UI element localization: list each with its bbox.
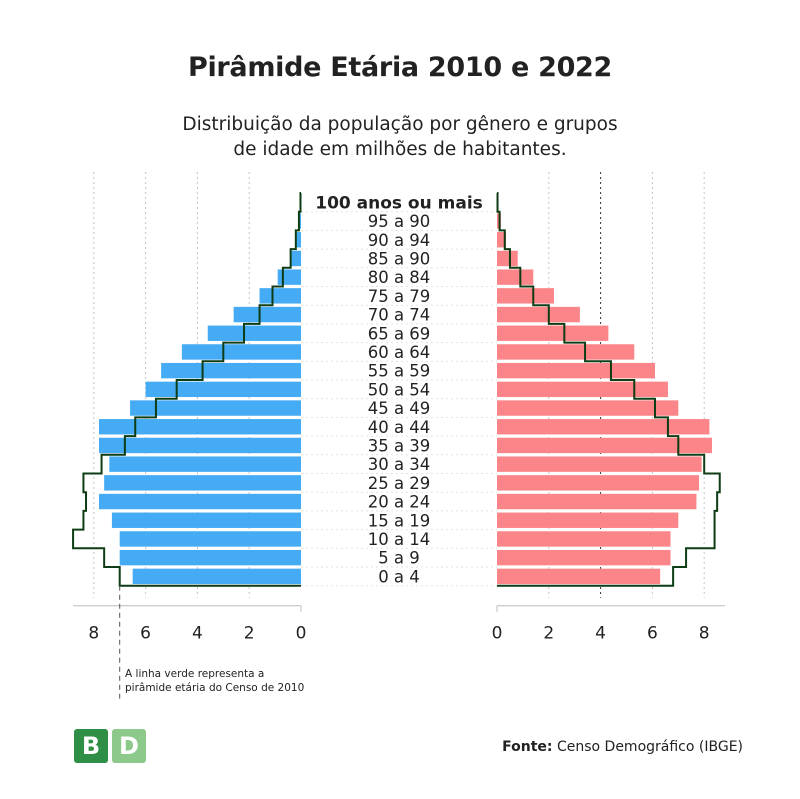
age-label: 30 a 34 bbox=[368, 455, 431, 474]
age-label: 45 a 49 bbox=[368, 399, 431, 418]
source-label: Fonte: bbox=[502, 739, 553, 755]
age-label: 60 a 64 bbox=[368, 343, 431, 362]
tick-label-right: 6 bbox=[647, 624, 658, 644]
age-label: 50 a 54 bbox=[368, 380, 431, 399]
bar-left-40 a 44 bbox=[98, 419, 301, 435]
age-label: 100 anos ou mais bbox=[315, 193, 483, 213]
bar-right-25 a 29 bbox=[497, 475, 700, 491]
bar-right-75 a 79 bbox=[497, 288, 554, 304]
age-label: 25 a 29 bbox=[368, 474, 431, 493]
bar-left-50 a 54 bbox=[145, 381, 301, 398]
bar-left-90 a 94 bbox=[295, 232, 301, 248]
tick-label-right: 4 bbox=[595, 624, 606, 644]
bar-right-55 a 59 bbox=[497, 362, 655, 379]
age-label: 15 a 19 bbox=[368, 511, 431, 530]
logo-letter-b: B bbox=[74, 729, 108, 763]
tick-label-left: 6 bbox=[140, 624, 151, 644]
age-label: 10 a 14 bbox=[368, 530, 431, 549]
tick-label-right: 8 bbox=[699, 624, 710, 644]
bar-right-50 a 54 bbox=[497, 381, 668, 398]
age-label: 90 a 94 bbox=[368, 231, 431, 250]
bar-left-85 a 90 bbox=[290, 250, 301, 267]
age-label: 75 a 79 bbox=[368, 287, 431, 306]
subtitle-line-2: de idade em milhões de habitantes. bbox=[233, 139, 567, 160]
note-line-2: pirâmide etária do Censo de 2010 bbox=[125, 682, 305, 694]
chart-title: Pirâmide Etária 2010 e 2022 bbox=[187, 52, 613, 83]
bar-right-10 a 14 bbox=[497, 531, 671, 547]
bar-right-40 a 44 bbox=[497, 419, 710, 435]
bar-left-20 a 24 bbox=[98, 493, 301, 510]
bar-left-35 a 39 bbox=[98, 437, 301, 454]
bd-logo: B D bbox=[74, 729, 146, 763]
age-label: 35 a 39 bbox=[368, 436, 431, 455]
bar-right-20 a 24 bbox=[497, 493, 697, 510]
age-label: 20 a 24 bbox=[368, 493, 431, 512]
bar-right-30 a 34 bbox=[497, 456, 702, 472]
age-label: 70 a 74 bbox=[368, 306, 431, 325]
bar-left-15 a 19 bbox=[111, 512, 302, 528]
tick-label-left: 4 bbox=[192, 624, 203, 644]
bar-right-60 a 64 bbox=[497, 344, 635, 360]
age-label: 65 a 69 bbox=[368, 324, 431, 343]
age-label: 80 a 84 bbox=[368, 268, 431, 287]
bar-left-65 a 69 bbox=[207, 325, 301, 341]
age-label: 40 a 44 bbox=[368, 418, 431, 437]
source-text: Censo Demográfico (IBGE) bbox=[556, 739, 743, 755]
subtitle-line-1: Distribuição da população por gênero e g… bbox=[182, 114, 618, 135]
bar-left-25 a 29 bbox=[104, 475, 301, 491]
bar-left-10 a 14 bbox=[119, 531, 301, 547]
bar-left-55 a 59 bbox=[161, 362, 301, 379]
bar-left-75 a 79 bbox=[259, 288, 301, 304]
age-label: 85 a 90 bbox=[368, 249, 431, 268]
bar-right-90 a 94 bbox=[497, 232, 507, 248]
bar-right-65 a 69 bbox=[497, 325, 609, 341]
bar-left-70 a 74 bbox=[233, 306, 301, 323]
bar-right-45 a 49 bbox=[497, 400, 679, 416]
tick-label-right: 0 bbox=[492, 624, 503, 644]
tick-label-left: 0 bbox=[296, 624, 307, 644]
outline-note: A linha verde representa a pirâmide etár… bbox=[125, 667, 325, 695]
bar-right-70 a 74 bbox=[497, 306, 580, 323]
chart-subtitle: Distribuição da população por gênero e g… bbox=[0, 112, 800, 162]
bar-right-35 a 39 bbox=[497, 437, 712, 454]
age-label: 0 a 4 bbox=[378, 567, 420, 586]
age-label: 55 a 59 bbox=[368, 362, 431, 381]
outline-2010-right bbox=[496, 192, 721, 587]
bar-right-15 a 19 bbox=[497, 512, 679, 528]
bar-left-45 a 49 bbox=[130, 400, 301, 416]
tick-label-right: 2 bbox=[543, 624, 554, 644]
age-label: 5 a 9 bbox=[378, 549, 420, 568]
bar-right-0 a 4 bbox=[497, 568, 661, 585]
bar-left-0 a 4 bbox=[132, 568, 301, 585]
bar-left-5 a 9 bbox=[119, 549, 301, 566]
bar-right-80 a 84 bbox=[497, 269, 534, 285]
outline-2010-left bbox=[72, 192, 302, 587]
bar-right-5 a 9 bbox=[497, 549, 671, 566]
tick-label-left: 2 bbox=[244, 624, 255, 644]
bar-left-80 a 84 bbox=[277, 269, 301, 285]
logo-letter-d: D bbox=[112, 729, 146, 763]
bar-left-30 a 34 bbox=[109, 456, 301, 472]
note-line-1: A linha verde representa a bbox=[125, 668, 265, 680]
age-label: 95 a 90 bbox=[368, 212, 431, 231]
bar-left-60 a 64 bbox=[181, 344, 301, 360]
source-credit: Fonte: Censo Demográfico (IBGE) bbox=[502, 739, 743, 755]
tick-label-left: 8 bbox=[88, 624, 99, 644]
bar-right-85 a 90 bbox=[497, 250, 518, 267]
